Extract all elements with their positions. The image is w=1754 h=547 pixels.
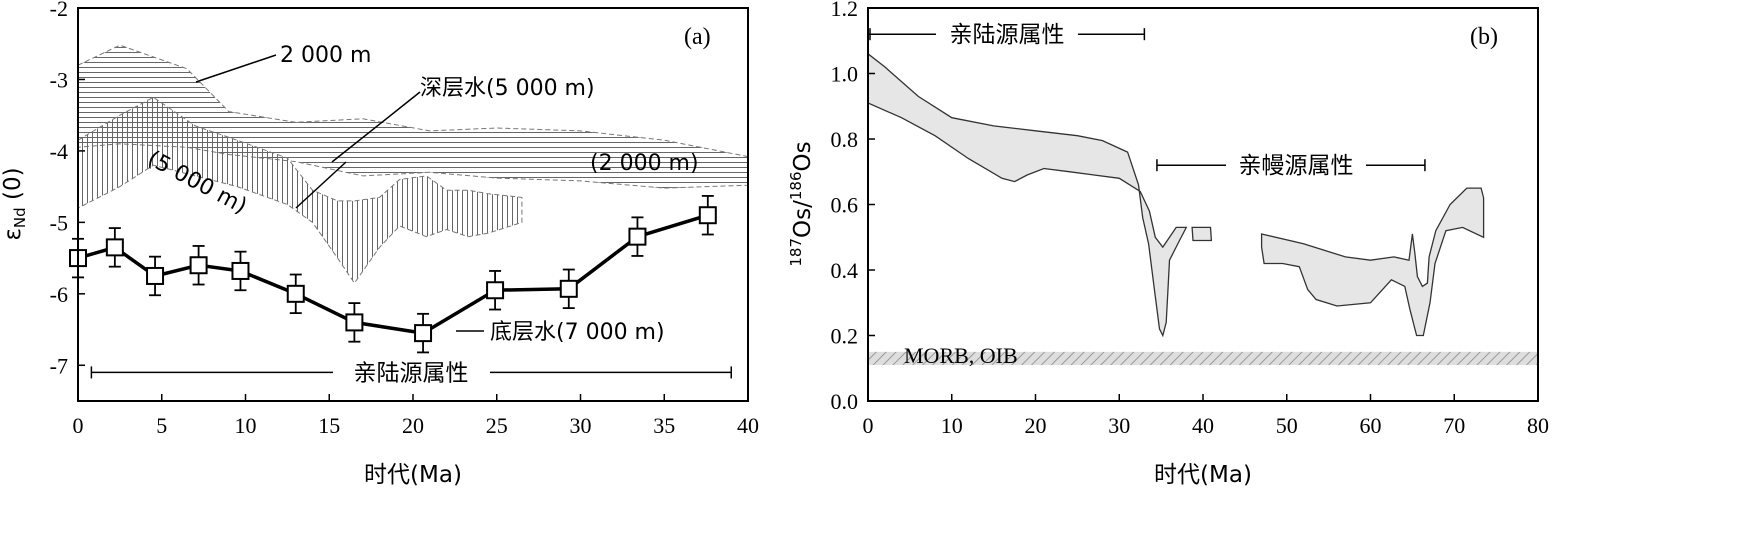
y-tick-label: -5 <box>50 210 68 235</box>
y-tick-label: -3 <box>50 67 68 92</box>
y-label-b-sup2: 186 <box>787 171 805 200</box>
axes-b: 0 10 20 30 40 50 60 70 80 0.0 0.2 0.4 0.6 0.8 1.0 1.2 <box>831 0 1550 438</box>
data-point <box>286 284 305 303</box>
os-isotope-regions <box>867 52 1485 338</box>
panel-label-a: (a) <box>684 24 711 50</box>
x-tick-label: 30 <box>1108 413 1130 438</box>
leader-deep-water <box>331 91 421 163</box>
data-point <box>189 256 208 275</box>
x-axis-label-a: 时代(Ma) <box>364 462 462 488</box>
os-right <box>1260 187 1485 337</box>
os-small <box>1191 226 1213 242</box>
leader-lines <box>195 54 484 332</box>
x-tick-label: 20 <box>402 413 424 438</box>
y-label-a-tail: (0) <box>0 167 26 207</box>
morb-band-fill <box>868 351 1538 365</box>
y-label-a-main: ε <box>0 228 26 240</box>
leader-2000m <box>195 54 277 83</box>
x-tick-label: 10 <box>941 413 963 438</box>
y-tick-label: -4 <box>50 139 68 164</box>
mid-range-label: 亲幔源属性 <box>1239 153 1354 179</box>
y-tick-label: 0.6 <box>831 193 859 218</box>
x-tick-label: 0 <box>73 413 84 438</box>
axes-a: 0 5 10 15 20 25 30 35 40 -2 -3 -4 -5 -6 -7 <box>50 0 759 438</box>
x-tick-label: 0 <box>863 413 874 438</box>
x-tick-label: 50 <box>1276 413 1298 438</box>
data-point <box>146 266 165 285</box>
y-label-b-sup1: 187 <box>787 238 805 267</box>
y-tick-label: 0.2 <box>831 324 859 349</box>
label-2000m-paren: (2 000 m) <box>590 151 699 176</box>
y-tick-label: 1.0 <box>831 62 859 87</box>
y-label-b-mid: Os/ <box>790 200 816 238</box>
x-axis-label-b: 时代(Ma) <box>1154 462 1252 488</box>
y-tick-label: -2 <box>50 0 68 21</box>
x-tick-label: 40 <box>737 413 759 438</box>
label-2000m: 2 000 m <box>280 43 371 68</box>
data-point <box>486 281 505 300</box>
x-tick-label: 15 <box>318 413 340 438</box>
leader-5000m <box>295 161 347 209</box>
y-axis-label-a: εNd (0) <box>0 167 29 240</box>
morb-oib-band: MORB, OIB <box>868 343 1538 368</box>
y-label-b-end: Os <box>790 141 816 171</box>
x-tick-label: 30 <box>570 413 592 438</box>
data-point <box>414 324 433 343</box>
x-tick-label: 10 <box>235 413 257 438</box>
data-point <box>698 206 717 225</box>
band-5000m <box>77 96 523 284</box>
y-tick-label: -7 <box>50 353 68 378</box>
label-deep-water: 深层水(5 000 m) <box>420 76 595 101</box>
top-range-label: 亲陆源属性 <box>950 22 1065 48</box>
y-tick-label: 0.0 <box>831 389 859 414</box>
data-point <box>628 227 647 246</box>
x-tick-label: 60 <box>1360 413 1382 438</box>
y-axis-label-b: 187Os/186Os <box>787 141 816 266</box>
x-tick-label: 40 <box>1192 413 1214 438</box>
panel-label-b: (b) <box>1470 24 1498 50</box>
x-tick-label: 5 <box>156 413 167 438</box>
chart-panel-a: 亲陆源属性 2 000 m 深层水(5 000 m) (2 000 m) (5 … <box>0 0 759 488</box>
x-tick-label: 70 <box>1443 413 1465 438</box>
range-label: 亲陆源属性 <box>354 360 469 386</box>
y-tick-label: 1.2 <box>831 0 859 21</box>
os-main <box>867 52 1188 338</box>
x-tick-label: 35 <box>653 413 675 438</box>
y-tick-label: 0.4 <box>831 258 859 283</box>
data-point <box>559 279 578 298</box>
label-bottom-water: 底层水(7 000 m) <box>490 320 665 345</box>
morb-label: MORB, OIB <box>904 343 1018 368</box>
x-tick-label: 25 <box>486 413 508 438</box>
data-point <box>345 313 364 332</box>
y-tick-label: -6 <box>50 282 68 307</box>
data-point <box>231 261 250 280</box>
y-tick-label: 0.8 <box>831 127 859 152</box>
y-label-a-sub: Nd <box>11 207 29 228</box>
data-point <box>105 238 124 257</box>
x-tick-label: 80 <box>1527 413 1549 438</box>
continental-source-range: 亲陆源属性 <box>90 360 732 386</box>
x-tick-label: 20 <box>1025 413 1047 438</box>
